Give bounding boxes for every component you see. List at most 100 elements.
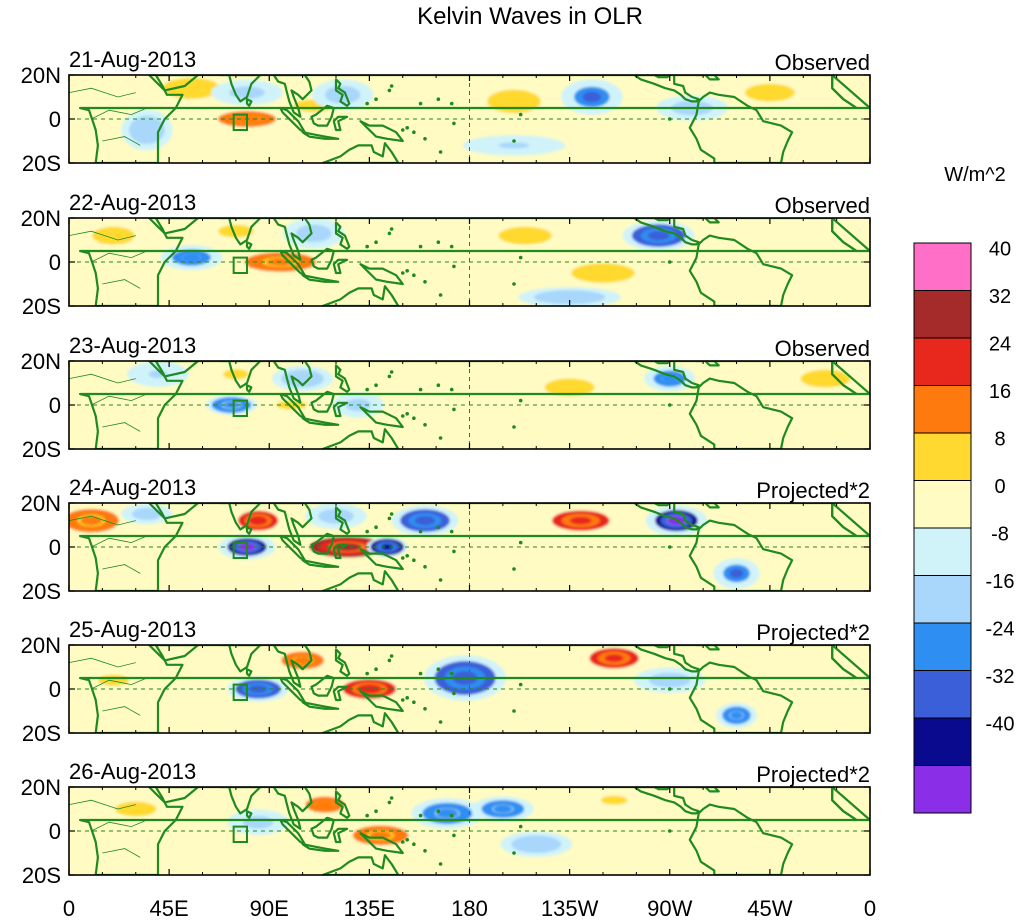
x-tick-label: 90E bbox=[250, 896, 289, 920]
island-1 bbox=[400, 840, 405, 844]
coastline-17 bbox=[831, 645, 870, 680]
panel-date: 23-Aug-2013 bbox=[69, 333, 196, 358]
coastline-13 bbox=[633, 787, 700, 815]
island-3 bbox=[412, 842, 416, 846]
panel-label: Projected*2 bbox=[756, 620, 870, 645]
coastline-4 bbox=[245, 384, 253, 393]
island-16 bbox=[512, 709, 516, 713]
island-12 bbox=[436, 240, 441, 244]
panel-5: 20N 0 20S 25-Aug-2013 Projected*2 bbox=[21, 617, 871, 746]
y-tick-label: 0 bbox=[49, 250, 61, 275]
y-tick-label: 20S bbox=[22, 294, 61, 319]
anomaly-core-3 bbox=[182, 253, 201, 262]
coastline-17 bbox=[831, 218, 870, 253]
island-1 bbox=[400, 698, 405, 702]
panel-label: Observed bbox=[775, 50, 870, 75]
coastlines bbox=[69, 645, 870, 733]
anomaly-core-9 bbox=[498, 142, 530, 149]
coastline-16 bbox=[704, 787, 720, 793]
panel-date: 26-Aug-2013 bbox=[69, 759, 196, 784]
coastline-1 bbox=[79, 503, 858, 591]
coastline-6 bbox=[279, 676, 306, 704]
anomaly-core-8 bbox=[554, 294, 586, 301]
y-tick-label: 0 bbox=[49, 393, 61, 418]
anomaly-core-10 bbox=[758, 88, 781, 97]
island-11 bbox=[418, 671, 423, 676]
island-8 bbox=[387, 231, 392, 236]
coastline-15 bbox=[691, 503, 705, 505]
island-16 bbox=[512, 139, 516, 143]
coastline-3 bbox=[219, 503, 262, 531]
coastline-10 bbox=[334, 221, 351, 250]
x-axis: 0 45E 90E 135E 180 135W 90W 45W 0 bbox=[63, 896, 876, 920]
island-12 bbox=[436, 809, 441, 813]
island-16 bbox=[512, 851, 516, 855]
coastline-3 bbox=[219, 75, 262, 103]
island-2 bbox=[405, 838, 410, 842]
panel-date: 25-Aug-2013 bbox=[69, 617, 196, 642]
coastline-3 bbox=[219, 218, 262, 246]
coastline-12 bbox=[321, 285, 400, 306]
colorbar-swatch-9 bbox=[913, 622, 972, 671]
y-tick-label: 0 bbox=[49, 535, 61, 560]
coastline-7 bbox=[310, 816, 335, 839]
anomaly-core-7 bbox=[730, 711, 743, 720]
coastline-9 bbox=[332, 115, 349, 132]
colorbar-tick-label: 32 bbox=[989, 286, 1011, 308]
coastline-8 bbox=[301, 417, 340, 426]
anomaly-core-7 bbox=[499, 95, 529, 108]
y-tick-label: 20N bbox=[21, 775, 61, 800]
coastline-4 bbox=[245, 810, 253, 819]
border-1 bbox=[69, 230, 136, 241]
island-10 bbox=[374, 525, 378, 529]
y-tick-label: 20S bbox=[22, 151, 61, 176]
island-2 bbox=[405, 126, 410, 130]
island-4 bbox=[423, 280, 427, 284]
anomaly-core-4 bbox=[236, 88, 258, 97]
colorbar-swatch-10 bbox=[913, 670, 972, 719]
coastline-8 bbox=[301, 843, 340, 852]
panel-label: Observed bbox=[775, 336, 870, 361]
island-11 bbox=[418, 529, 423, 534]
anomaly-core-2 bbox=[293, 656, 312, 665]
island-15 bbox=[518, 398, 523, 403]
colorbar-tick-label: -16 bbox=[986, 571, 1015, 593]
anomaly-field bbox=[99, 790, 645, 857]
y-tick-label: 20S bbox=[22, 721, 61, 746]
coastline-17 bbox=[831, 361, 870, 396]
border-3 bbox=[102, 279, 141, 289]
coastline-14 bbox=[688, 519, 794, 591]
coastline-1 bbox=[79, 361, 858, 449]
coastline-5 bbox=[272, 645, 313, 688]
island-10 bbox=[374, 97, 378, 101]
island-12 bbox=[436, 667, 441, 671]
coastline-13 bbox=[633, 75, 700, 103]
coastline-8 bbox=[301, 274, 340, 283]
coastline-10 bbox=[334, 648, 351, 677]
y-tick-label: 20S bbox=[22, 437, 61, 462]
anomaly-core-7 bbox=[569, 516, 592, 525]
coastline-6 bbox=[279, 818, 306, 846]
panel-4: 20N 0 20S 24-Aug-2013 Projected*2 bbox=[21, 475, 871, 604]
border-1 bbox=[69, 515, 136, 526]
coastline-5 bbox=[272, 361, 313, 404]
island-8 bbox=[387, 800, 392, 805]
island-8 bbox=[387, 516, 392, 521]
border-1 bbox=[69, 87, 136, 98]
colorbar: W/m^2 40 32 24 16 8 0 -8 -16 -24 -32 -40 bbox=[913, 164, 1015, 814]
coastline-4 bbox=[245, 668, 253, 677]
anomaly-core-8 bbox=[814, 374, 837, 383]
x-tick-label: 45E bbox=[150, 896, 189, 920]
anomaly-core-7 bbox=[124, 805, 147, 813]
island-1 bbox=[400, 414, 405, 418]
index-box bbox=[232, 256, 248, 274]
coastline-10 bbox=[334, 78, 351, 107]
panel-date: 22-Aug-2013 bbox=[69, 190, 196, 215]
colorbar-swatch-12 bbox=[913, 765, 972, 814]
panel-6: 20N 0 20S 26-Aug-2013 Projected*2 bbox=[21, 759, 871, 888]
island-8 bbox=[387, 374, 392, 379]
island-1 bbox=[400, 556, 405, 560]
island-4 bbox=[423, 707, 427, 711]
coastline-14 bbox=[688, 803, 794, 875]
colorbar-tick-label: -32 bbox=[986, 666, 1015, 688]
